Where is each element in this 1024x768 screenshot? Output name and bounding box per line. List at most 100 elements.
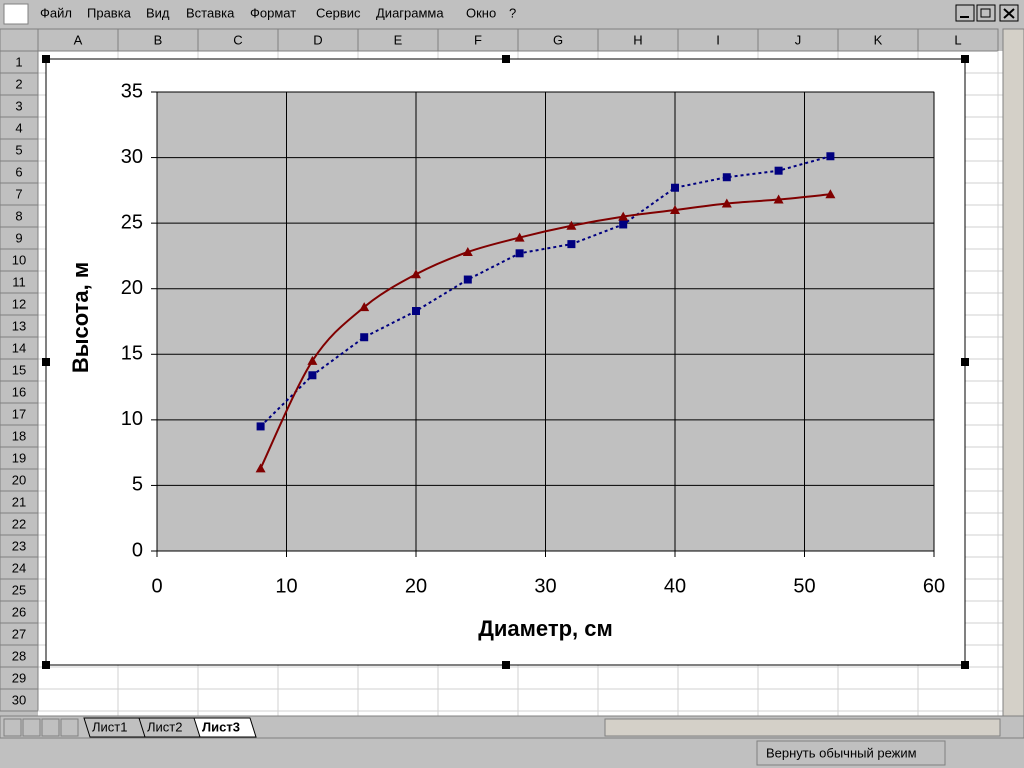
row-label: 9 [15, 230, 22, 245]
column-label: F [474, 32, 482, 47]
y-tick-label: 10 [121, 408, 143, 430]
row-label: 23 [12, 538, 26, 553]
minimize-button[interactable] [955, 4, 975, 22]
row-label: 6 [15, 164, 22, 179]
marker [359, 302, 370, 312]
y-tick-label: 30 [121, 146, 143, 168]
marker [826, 152, 835, 161]
row-label: 30 [12, 692, 26, 707]
menu-item[interactable]: Формат [250, 5, 296, 20]
row-label: 18 [12, 428, 26, 443]
row-label: 27 [12, 626, 26, 641]
marker [515, 249, 524, 258]
row-label: 11 [12, 274, 26, 289]
marker [463, 275, 472, 284]
marker [671, 183, 679, 192]
sheet-tab-label: Лист1 [92, 719, 127, 734]
marker [411, 269, 421, 279]
marker [774, 166, 783, 175]
marker [462, 246, 473, 256]
marker [567, 240, 576, 249]
vertical-scrollbar[interactable] [1002, 28, 1024, 717]
column-label: K [874, 32, 883, 47]
x-tick-label: 10 [275, 575, 297, 597]
row-label: 22 [12, 516, 26, 531]
row-label: 14 [12, 340, 26, 355]
selection-handle[interactable] [961, 661, 969, 669]
tab-nav-button[interactable] [41, 718, 60, 737]
window-buttons [955, 4, 1019, 22]
restore-button[interactable] [976, 4, 996, 22]
marker [255, 463, 266, 473]
column-header[interactable] [917, 28, 999, 52]
column-label: B [154, 32, 163, 47]
y-tick-label: 5 [132, 474, 143, 496]
row-label: 13 [12, 318, 26, 333]
tab-nav-button[interactable] [60, 718, 79, 737]
column-label: I [716, 32, 720, 47]
marker [307, 355, 318, 365]
marker [670, 205, 680, 215]
x-tick-label: 60 [923, 575, 945, 597]
y-axis-title: Высота, м [68, 262, 93, 373]
column-label: E [394, 32, 403, 47]
row-label: 16 [12, 384, 26, 399]
x-tick-label: 0 [151, 575, 162, 597]
column-label: G [553, 32, 563, 47]
menu-item[interactable]: Окно [466, 5, 496, 20]
status-button-label: Вернуть обычный режим [766, 745, 917, 760]
tab-nav-button[interactable] [3, 718, 22, 737]
row-label: 19 [12, 450, 26, 465]
menu-item[interactable]: Правка [87, 5, 132, 20]
marker [360, 333, 369, 342]
corner-cell [0, 28, 39, 52]
column-label: C [233, 32, 242, 47]
row-label: 10 [12, 252, 26, 267]
selection-handle[interactable] [961, 55, 969, 63]
menu-item[interactable]: Диаграмма [376, 5, 444, 20]
row-label: 21 [12, 494, 26, 509]
horizontal-scrollbar[interactable] [604, 718, 1001, 737]
x-tick-label: 30 [534, 575, 556, 597]
status-button[interactable] [756, 740, 946, 766]
row-label: 5 [15, 142, 22, 157]
selection-handle[interactable] [961, 358, 969, 366]
menu-item[interactable]: Вставка [186, 5, 235, 20]
selection-handle[interactable] [42, 661, 50, 669]
column-label: H [633, 32, 642, 47]
column-label: A [74, 32, 83, 47]
x-tick-label: 20 [405, 575, 427, 597]
row-label: 1 [15, 54, 22, 69]
marker [514, 232, 525, 242]
menu-item[interactable]: Вид [146, 5, 170, 20]
x-tick-label: 40 [664, 575, 686, 597]
y-tick-label: 0 [132, 539, 143, 561]
marker [721, 198, 732, 208]
selection-handle[interactable] [502, 55, 510, 63]
row-label: 20 [12, 472, 26, 487]
marker [722, 173, 731, 182]
marker [308, 371, 317, 380]
app-icon[interactable] [3, 3, 29, 25]
row-label: 12 [12, 296, 26, 311]
row-label: 8 [15, 208, 22, 223]
row-label: 7 [15, 186, 22, 201]
menu-item[interactable]: Файл [40, 5, 72, 20]
selection-handle[interactable] [502, 661, 510, 669]
sheet-tab-label: Лист3 [202, 719, 240, 734]
row-label: 25 [12, 582, 26, 597]
selection-handle[interactable] [42, 358, 50, 366]
menu-item[interactable]: Сервис [316, 5, 361, 20]
menu-item[interactable]: ? [509, 5, 516, 20]
row-label: 2 [15, 76, 22, 91]
marker [256, 422, 265, 431]
marker [618, 211, 629, 221]
series-line [259, 155, 831, 428]
sheet-tab[interactable] [193, 717, 257, 738]
marker [773, 194, 784, 204]
row-header[interactable] [0, 688, 39, 712]
selection-handle[interactable] [42, 55, 50, 63]
marker [619, 220, 628, 229]
tab-nav-button[interactable] [22, 718, 41, 737]
